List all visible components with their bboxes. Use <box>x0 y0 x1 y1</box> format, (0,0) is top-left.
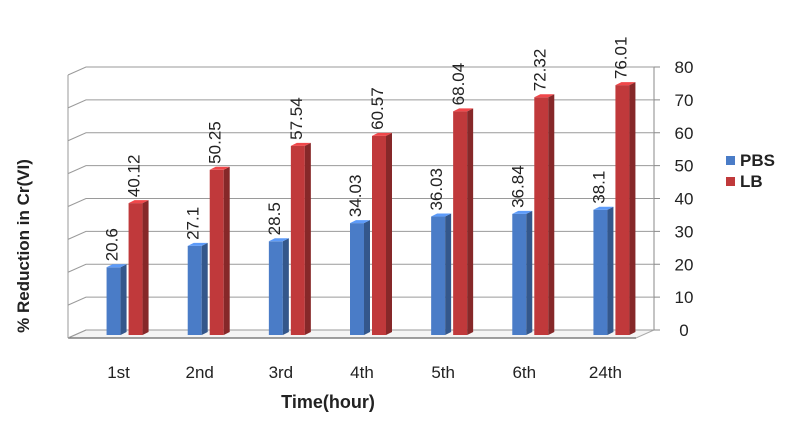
x-tick-label: 24th <box>589 363 622 382</box>
y-tick-label: 30 <box>675 222 694 241</box>
bar-side <box>526 210 533 335</box>
gridline <box>67 99 654 109</box>
data-labels: 20.6 40.12 27.1 50.25 28.5 57.54 34.03 60.57 36.… <box>103 37 631 262</box>
bar-top <box>290 142 311 146</box>
data-label-pbs: 20.6 <box>103 228 122 261</box>
x-axis-title: Time(hour) <box>281 392 375 412</box>
gridline <box>67 165 654 175</box>
bar-pbs-24th <box>593 209 608 335</box>
data-label-pbs: 36.03 <box>427 168 446 211</box>
x-tick-label: 2nd <box>186 363 214 382</box>
data-label-pbs: 38.1 <box>589 171 608 204</box>
data-label-pbs: 36.84 <box>508 165 527 208</box>
bar-top <box>372 132 392 136</box>
bars <box>106 82 636 335</box>
bar-top <box>453 108 474 112</box>
data-label-lb: 50.25 <box>206 121 225 164</box>
legend-swatch-lb <box>726 177 735 186</box>
y-tick-label: 60 <box>675 124 694 143</box>
x-tick-label: 1st <box>107 363 130 382</box>
bar-top <box>593 206 614 210</box>
x-axis-ticks: 1st 2nd 3rd 4th 5th 6th 24th <box>107 363 622 382</box>
bar-top <box>268 238 289 242</box>
bar-side <box>386 132 392 335</box>
data-label-lb: 76.01 <box>611 37 630 80</box>
x-tick-label: 5th <box>431 363 455 382</box>
bar-top <box>350 220 370 224</box>
data-label-lb: 57.54 <box>287 97 306 140</box>
bar-pbs-6th <box>512 213 527 335</box>
data-label-lb: 40.12 <box>125 155 144 198</box>
gridline <box>67 132 654 142</box>
bar-top <box>209 166 230 170</box>
bar-side <box>201 242 208 335</box>
legend-label-pbs: PBS <box>740 151 775 170</box>
bar-side <box>142 200 149 335</box>
y-tick-label: 80 <box>675 58 694 77</box>
bar-side <box>223 166 230 335</box>
bar-lb-6th <box>534 97 549 335</box>
data-label-pbs: 34.03 <box>346 175 365 218</box>
bar-pbs-1st <box>106 267 121 335</box>
bar-side <box>548 94 555 335</box>
y-axis-title: % Reduction in Cr(VI) <box>14 159 33 333</box>
y-tick-label: 20 <box>675 255 694 274</box>
bar-top <box>128 200 149 204</box>
bar-pbs-5th <box>431 216 446 335</box>
bar-lb-1st <box>128 203 143 335</box>
bar-top <box>534 94 555 98</box>
bar-side <box>445 213 452 335</box>
legend: PBS LB <box>726 151 775 191</box>
bar-lb-2nd <box>209 169 224 335</box>
bar-lb-24th <box>615 85 630 335</box>
bar-top <box>187 242 208 246</box>
y-tick-label: 40 <box>675 190 694 209</box>
bar-top <box>431 213 452 217</box>
bar-pbs-4th <box>350 223 364 335</box>
data-label-pbs: 27.1 <box>184 207 203 240</box>
bar-lb-3rd <box>290 145 305 335</box>
bar-side <box>120 264 127 335</box>
y-tick-label: 10 <box>675 288 694 307</box>
y-axis-ticks: 0 10 20 30 40 50 60 70 80 <box>654 58 693 340</box>
gridline <box>67 66 654 76</box>
legend-label-lb: LB <box>740 172 763 191</box>
bar-side <box>629 82 636 335</box>
data-label-lb: 60.57 <box>368 87 387 130</box>
y-tick-label: 50 <box>675 157 694 176</box>
bar-side <box>364 220 370 335</box>
bar-lb-5th <box>453 111 468 335</box>
y-tick-label: 0 <box>679 321 688 340</box>
x-tick-label: 4th <box>350 363 374 382</box>
bar-side <box>282 238 289 335</box>
bar-top <box>615 82 636 86</box>
bar-top <box>106 264 127 268</box>
x-tick-label: 6th <box>512 363 536 382</box>
bar-side <box>467 108 474 335</box>
y-tick-label: 70 <box>675 91 694 110</box>
legend-swatch-pbs <box>726 156 735 165</box>
data-label-lb: 68.04 <box>449 63 468 106</box>
bar-lb-4th <box>372 135 386 335</box>
bar-side <box>304 142 311 335</box>
bar-side <box>607 206 614 335</box>
bar-top <box>512 210 533 214</box>
bar-pbs-3rd <box>268 241 283 335</box>
bar-pbs-2nd <box>187 245 202 335</box>
data-label-pbs: 28.5 <box>265 202 284 235</box>
x-tick-label: 3rd <box>269 363 294 382</box>
data-label-lb: 72.32 <box>530 49 549 92</box>
